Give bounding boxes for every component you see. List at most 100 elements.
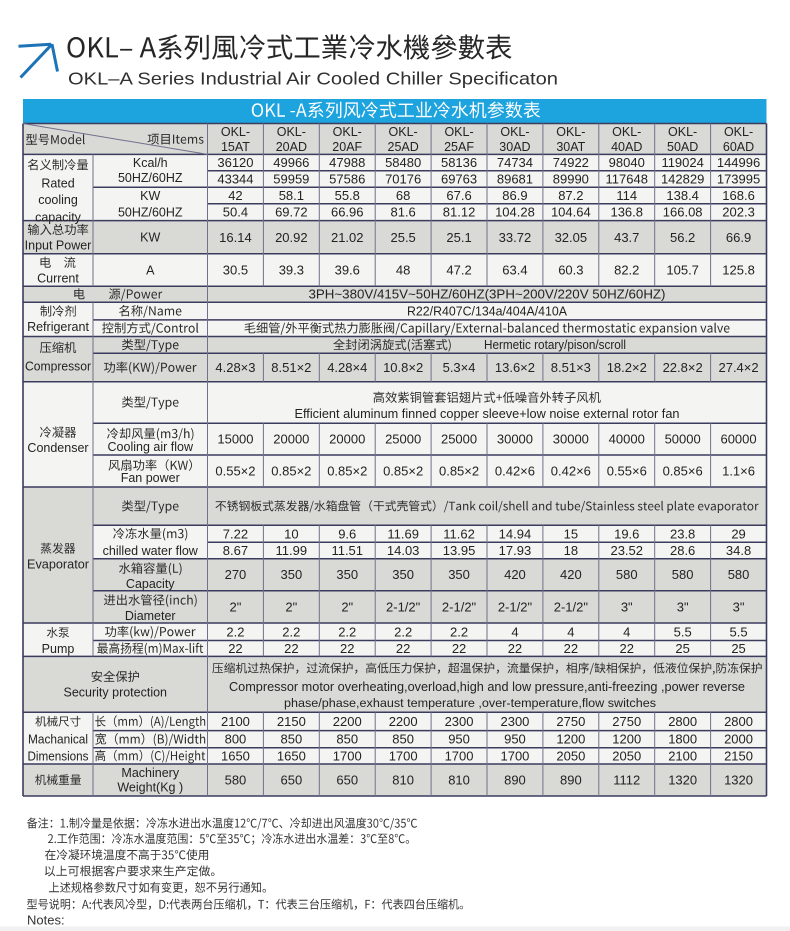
svg-text:0.85×2: 0.85×2 bbox=[439, 464, 479, 479]
svg-text:420: 420 bbox=[504, 567, 526, 582]
svg-text:11.99: 11.99 bbox=[276, 543, 308, 558]
svg-text:capacity: capacity bbox=[35, 210, 82, 224]
svg-text:144996: 144996 bbox=[717, 155, 760, 170]
svg-text:47.2: 47.2 bbox=[446, 263, 471, 278]
svg-text:48: 48 bbox=[396, 263, 410, 278]
svg-text:0.85×6: 0.85×6 bbox=[663, 464, 703, 479]
svg-text:4: 4 bbox=[623, 624, 630, 639]
svg-text:142829: 142829 bbox=[661, 172, 704, 187]
svg-text:Condenser: Condenser bbox=[27, 441, 88, 455]
svg-text:1320: 1320 bbox=[724, 773, 753, 788]
svg-text:8.67: 8.67 bbox=[223, 543, 248, 558]
svg-text:81.6: 81.6 bbox=[390, 205, 415, 220]
svg-text:2": 2" bbox=[341, 599, 353, 614]
svg-text:2.2: 2.2 bbox=[450, 624, 468, 639]
svg-text:30000: 30000 bbox=[553, 432, 589, 447]
svg-text:8.51×2: 8.51×2 bbox=[271, 360, 311, 375]
svg-text:202.3: 202.3 bbox=[722, 205, 755, 220]
svg-text:168.6: 168.6 bbox=[722, 188, 755, 203]
svg-text:105.7: 105.7 bbox=[666, 263, 699, 278]
svg-text:890: 890 bbox=[504, 773, 526, 788]
svg-text:89681: 89681 bbox=[497, 172, 533, 187]
svg-text:Machanical: Machanical bbox=[28, 733, 88, 747]
svg-text:Dimensions: Dimensions bbox=[28, 749, 89, 763]
svg-text:2300: 2300 bbox=[500, 714, 529, 729]
svg-text:KW: KW bbox=[140, 189, 160, 203]
svg-text:270: 270 bbox=[225, 567, 247, 582]
svg-text:810: 810 bbox=[448, 773, 470, 788]
svg-text:70176: 70176 bbox=[385, 172, 421, 187]
svg-text:2150: 2150 bbox=[277, 714, 306, 729]
svg-text:2.2: 2.2 bbox=[338, 624, 356, 639]
svg-text:50.4: 50.4 bbox=[223, 205, 248, 220]
svg-text:0.85×2: 0.85×2 bbox=[271, 464, 311, 479]
svg-text:2.2: 2.2 bbox=[394, 624, 412, 639]
svg-text:350: 350 bbox=[336, 567, 358, 582]
svg-text:OKL-: OKL- bbox=[221, 125, 250, 139]
svg-text:89990: 89990 bbox=[553, 172, 589, 187]
svg-text:950: 950 bbox=[448, 732, 470, 747]
svg-text:850: 850 bbox=[280, 732, 302, 747]
svg-text:OKL-: OKL- bbox=[612, 125, 641, 139]
svg-text:cooling: cooling bbox=[38, 193, 78, 207]
svg-text:87.2: 87.2 bbox=[558, 188, 583, 203]
svg-text:22: 22 bbox=[284, 641, 298, 656]
svg-text:25AF: 25AF bbox=[444, 140, 474, 154]
svg-text:14.03: 14.03 bbox=[387, 543, 420, 558]
svg-text:56.2: 56.2 bbox=[670, 230, 695, 245]
svg-text:68: 68 bbox=[396, 188, 410, 203]
svg-text:Rated: Rated bbox=[41, 177, 74, 191]
svg-text:82.2: 82.2 bbox=[614, 263, 639, 278]
svg-text:60AD: 60AD bbox=[723, 140, 754, 154]
svg-text:43.7: 43.7 bbox=[614, 230, 639, 245]
svg-text:2800: 2800 bbox=[668, 714, 697, 729]
svg-text:30AD: 30AD bbox=[499, 140, 530, 154]
svg-text:2200: 2200 bbox=[333, 714, 362, 729]
svg-text:22: 22 bbox=[396, 641, 410, 656]
svg-text:15AT: 15AT bbox=[221, 140, 250, 154]
svg-text:4.28×4: 4.28×4 bbox=[327, 360, 367, 375]
svg-text:58.1: 58.1 bbox=[279, 188, 304, 203]
svg-text:21.02: 21.02 bbox=[331, 230, 364, 245]
svg-text:27.4×2: 27.4×2 bbox=[718, 360, 758, 375]
svg-text:18.2×2: 18.2×2 bbox=[607, 360, 647, 375]
svg-text:Pump: Pump bbox=[42, 642, 75, 656]
svg-text:650: 650 bbox=[336, 773, 358, 788]
svg-text:1112: 1112 bbox=[613, 773, 640, 788]
svg-text:22: 22 bbox=[228, 641, 242, 656]
svg-text:OKL-: OKL- bbox=[277, 125, 306, 139]
svg-text:69.72: 69.72 bbox=[275, 205, 308, 220]
svg-text:420: 420 bbox=[560, 567, 582, 582]
svg-text:50HZ/60HZ: 50HZ/60HZ bbox=[118, 171, 183, 185]
svg-text:580: 580 bbox=[672, 567, 694, 582]
svg-text:350: 350 bbox=[280, 567, 302, 582]
svg-text:50000: 50000 bbox=[665, 432, 701, 447]
svg-text:350: 350 bbox=[392, 567, 414, 582]
svg-text:50HZ/60HZ: 50HZ/60HZ bbox=[118, 206, 183, 220]
svg-text:22: 22 bbox=[508, 641, 522, 656]
svg-text:19.6: 19.6 bbox=[614, 526, 639, 541]
svg-text:69763: 69763 bbox=[441, 172, 477, 187]
svg-text:350: 350 bbox=[448, 567, 470, 582]
svg-text:30AT: 30AT bbox=[556, 140, 585, 154]
svg-text:KW: KW bbox=[140, 231, 160, 245]
svg-text:580: 580 bbox=[225, 773, 247, 788]
svg-text:5.5: 5.5 bbox=[674, 624, 692, 639]
svg-text:22: 22 bbox=[564, 641, 578, 656]
svg-text:20AF: 20AF bbox=[332, 140, 362, 154]
svg-text:8.51×3: 8.51×3 bbox=[551, 360, 591, 375]
svg-text:15: 15 bbox=[564, 526, 578, 541]
svg-text:58480: 58480 bbox=[385, 155, 421, 170]
svg-text:13.6×2: 13.6×2 bbox=[495, 360, 535, 375]
svg-text:22.8×2: 22.8×2 bbox=[663, 360, 703, 375]
svg-text:3": 3" bbox=[733, 599, 745, 614]
svg-text:23.52: 23.52 bbox=[610, 543, 643, 558]
svg-text:Compressor: Compressor bbox=[25, 360, 91, 374]
svg-text:39.3: 39.3 bbox=[279, 263, 304, 278]
svg-text:2100: 2100 bbox=[221, 714, 250, 729]
svg-text:850: 850 bbox=[392, 732, 414, 747]
svg-text:81.12: 81.12 bbox=[443, 205, 476, 220]
svg-text:40000: 40000 bbox=[609, 432, 645, 447]
svg-text:Notes:: Notes: bbox=[27, 912, 65, 927]
svg-text:60000: 60000 bbox=[720, 432, 756, 447]
